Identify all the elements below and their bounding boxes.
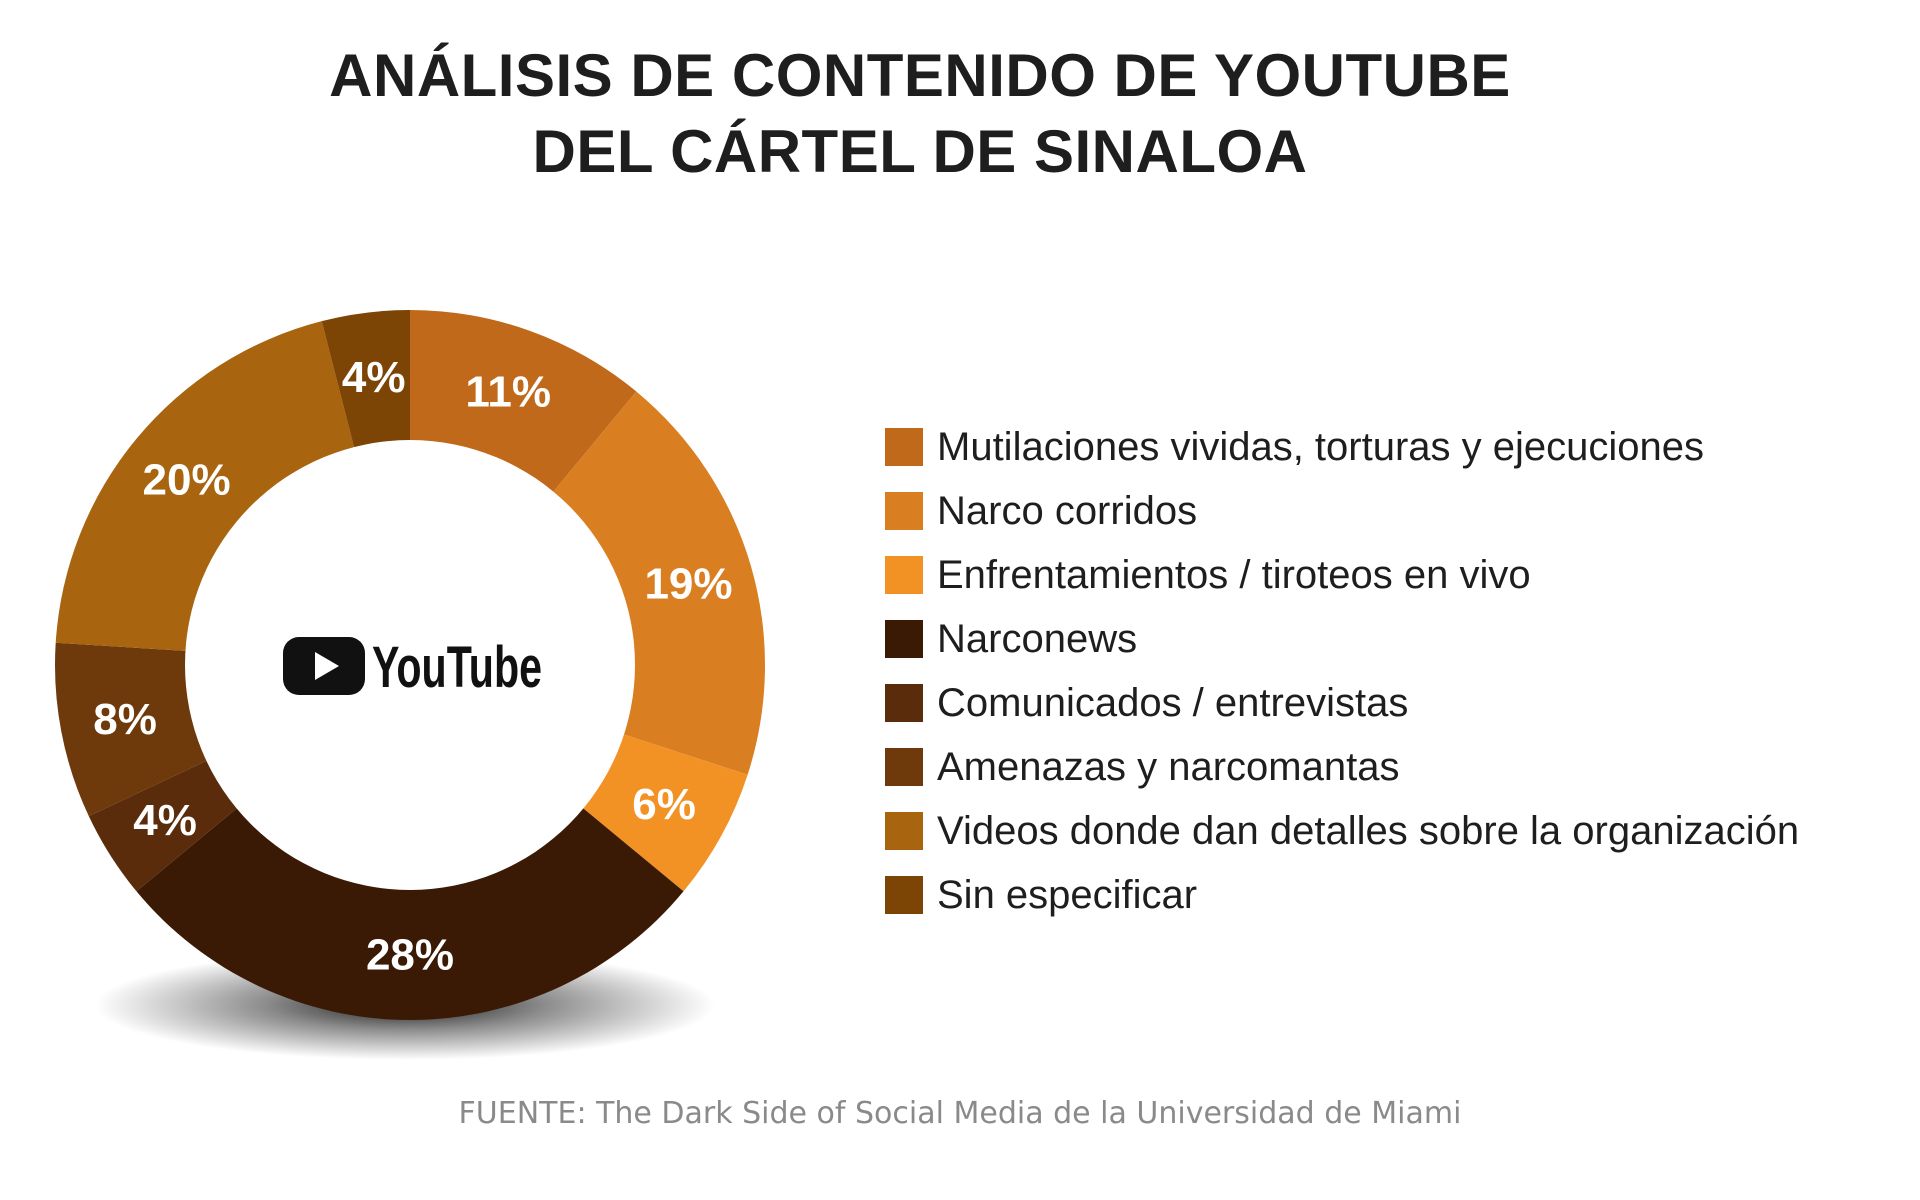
legend-swatch (885, 556, 923, 594)
legend-item: Sin especificar (885, 863, 1799, 927)
slice-data-label: 4% (133, 796, 197, 845)
slice-data-label: 28% (366, 931, 454, 980)
legend-label: Sin especificar (937, 872, 1198, 917)
legend-item: Enfrentamientos / tiroteos en vivo (885, 543, 1799, 607)
legend-swatch (885, 812, 923, 850)
slice-data-label: 19% (644, 560, 732, 609)
legend-item: Narconews (885, 607, 1799, 671)
youtube-logo-text: YouTube (372, 635, 542, 700)
legend-label: Enfrentamientos / tiroteos en vivo (937, 552, 1531, 597)
legend-label: Narco corridos (937, 488, 1198, 533)
legend-swatch (885, 620, 923, 658)
chart-title-line-1: ANÁLISIS DE CONTENIDO DE YOUTUBE (329, 42, 1511, 109)
legend-label: Comunicados / entrevistas (937, 680, 1409, 725)
slice-data-label: 4% (342, 353, 406, 402)
legend-swatch (885, 748, 923, 786)
play-triangle-icon (315, 652, 339, 680)
chart-title: ANÁLISIS DE CONTENIDO DE YOUTUBE DEL CÁR… (0, 38, 1840, 190)
legend-swatch (885, 428, 923, 466)
legend-label: Mutilaciones vividas, torturas y ejecuci… (937, 424, 1705, 469)
source-note: FUENTE: The Dark Side of Social Media de… (458, 1096, 1462, 1131)
legend: Mutilaciones vividas, torturas y ejecuci… (885, 415, 1799, 927)
slice-data-label: 11% (465, 368, 551, 417)
legend-label: Amenazas y narcomantas (937, 744, 1400, 789)
donut-hole (185, 440, 635, 890)
legend-item: Videos donde dan detalles sobre la organ… (885, 799, 1799, 863)
legend-item: Comunicados / entrevistas (885, 671, 1799, 735)
legend-item: Mutilaciones vividas, torturas y ejecuci… (885, 415, 1799, 479)
legend-swatch (885, 684, 923, 722)
legend-label: Narconews (937, 616, 1138, 661)
chart-title-line-2: DEL CÁRTEL DE SINALOA (532, 118, 1308, 185)
legend-item: Amenazas y narcomantas (885, 735, 1799, 799)
legend-item: Narco corridos (885, 479, 1799, 543)
slice-data-label: 6% (632, 780, 696, 829)
youtube-logo: YouTube (283, 635, 542, 700)
legend-label: Videos donde dan detalles sobre la organ… (937, 808, 1800, 853)
legend-swatch (885, 876, 923, 914)
slice-data-label: 20% (143, 456, 231, 505)
slice-labels: 11% 19% 6% 28% 4% 8% 20% 4% (93, 353, 732, 980)
legend-swatch (885, 492, 923, 530)
slice-data-label: 8% (93, 695, 157, 744)
